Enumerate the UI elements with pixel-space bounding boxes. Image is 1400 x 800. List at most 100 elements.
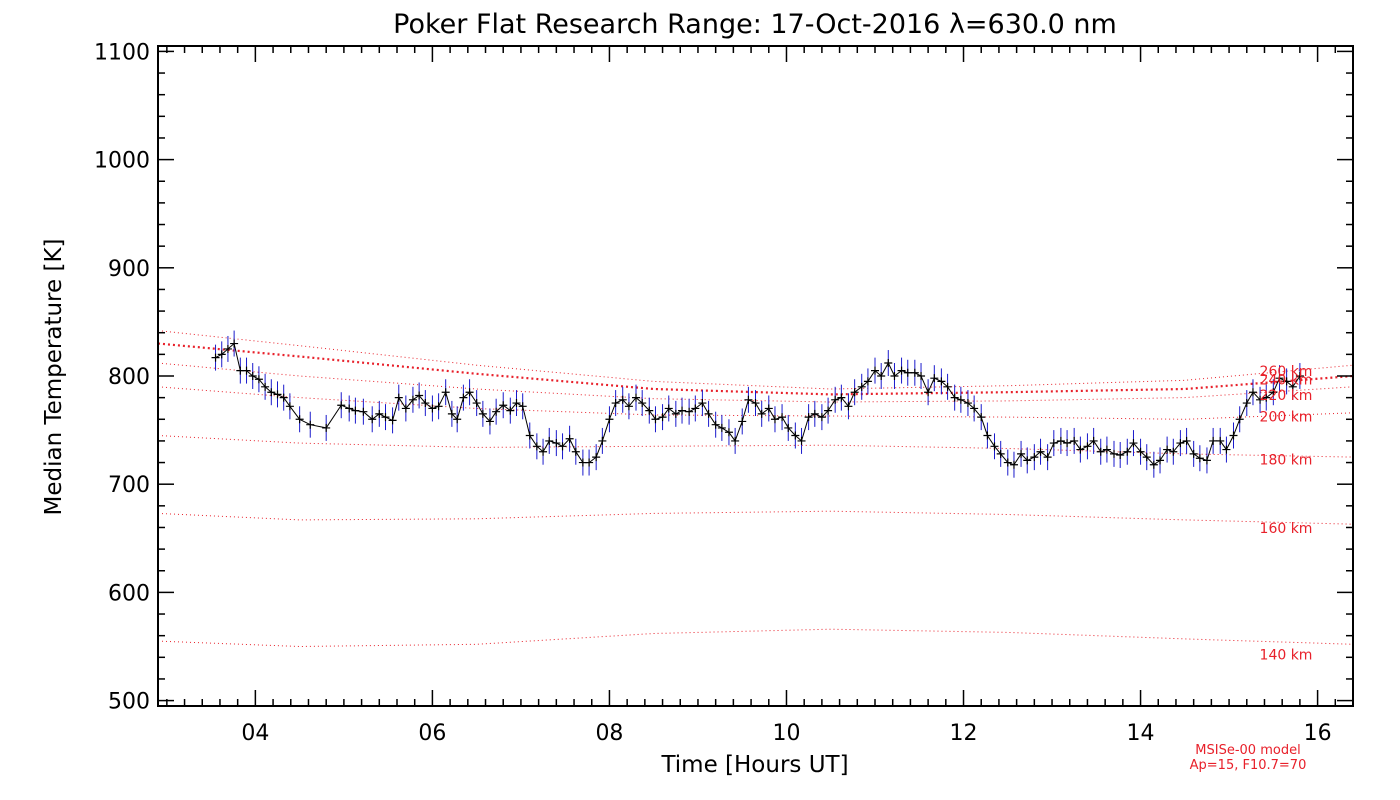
data-point	[375, 409, 384, 418]
data-point	[963, 399, 972, 408]
data-point	[1176, 439, 1185, 448]
data-point	[1136, 447, 1145, 456]
model-label-140km: 140 km	[1260, 648, 1313, 664]
data-point	[592, 453, 601, 462]
data-point	[837, 393, 846, 402]
measurement-series	[211, 339, 1304, 469]
data-point	[1182, 436, 1191, 445]
model-label-220km: 220 km	[1260, 388, 1313, 404]
data-point	[518, 402, 527, 411]
data-point	[850, 388, 859, 397]
data-point	[565, 434, 574, 443]
data-point	[1070, 436, 1079, 445]
data-point	[459, 393, 468, 402]
data-point	[671, 409, 680, 418]
data-point	[223, 344, 232, 353]
y-tick-label: 800	[108, 365, 150, 390]
data-point	[472, 399, 481, 408]
data-point	[1195, 454, 1204, 463]
data-point	[977, 413, 986, 422]
model-line-260km	[157, 330, 1354, 390]
data-point	[434, 402, 443, 411]
data-point	[857, 382, 866, 391]
data-point	[1242, 399, 1251, 408]
y-axis-label: Median Temperature [K]	[41, 239, 67, 516]
data-point	[512, 399, 521, 408]
data-point	[506, 406, 515, 415]
data-point	[1256, 395, 1265, 404]
data-point	[943, 382, 952, 391]
data-point	[248, 372, 257, 380]
x-tick-label: 10	[772, 721, 800, 746]
data-point	[230, 339, 239, 348]
data-point	[704, 409, 713, 418]
model-line-240km	[157, 342, 1354, 396]
data-point	[664, 404, 673, 413]
data-point	[1262, 393, 1271, 402]
data-point	[1156, 456, 1165, 465]
data-point	[717, 423, 726, 432]
data-point	[242, 366, 251, 375]
data-point	[1202, 456, 1211, 465]
data-point	[724, 428, 733, 437]
data-point	[685, 407, 694, 416]
data-point	[1017, 449, 1026, 458]
data-point	[831, 395, 840, 404]
data-point	[884, 359, 893, 368]
data-point	[784, 423, 793, 432]
model-line-180km	[157, 435, 1354, 458]
data-point	[1288, 382, 1297, 391]
y-tick-label: 700	[108, 473, 150, 498]
data-point	[817, 413, 826, 422]
data-point	[267, 388, 276, 397]
data-point	[751, 399, 760, 408]
data-point	[525, 431, 534, 440]
data-point	[903, 368, 912, 377]
data-point	[778, 413, 787, 422]
data-point	[970, 404, 979, 413]
data-point	[295, 415, 304, 424]
data-point	[1083, 442, 1092, 451]
data-point	[804, 413, 813, 422]
data-point	[990, 442, 999, 451]
data-point	[731, 436, 740, 445]
data-point	[273, 390, 282, 399]
model-label-240km: 240 km	[1260, 373, 1313, 389]
data-point	[764, 404, 773, 413]
data-point	[1063, 439, 1072, 448]
data-point	[877, 372, 886, 380]
data-point	[863, 377, 872, 386]
data-point	[956, 395, 965, 404]
data-point	[1009, 460, 1018, 469]
data-point	[618, 395, 627, 404]
data-point	[738, 417, 747, 426]
data-point	[368, 415, 377, 424]
model-label-180km: 180 km	[1260, 453, 1313, 469]
data-point	[810, 409, 819, 418]
data-point	[1049, 439, 1058, 448]
data-point	[844, 402, 853, 411]
data-point	[478, 409, 487, 418]
data-point	[1275, 374, 1284, 383]
data-point	[1036, 447, 1045, 456]
model-line-140km	[157, 628, 1354, 648]
model-label-160km: 160 km	[1260, 521, 1313, 537]
data-point	[306, 420, 315, 429]
data-point	[983, 431, 992, 440]
data-point	[394, 393, 403, 402]
data-point	[1096, 447, 1105, 456]
data-point	[532, 442, 541, 451]
data-point	[897, 366, 906, 375]
plot-frame	[157, 45, 1354, 707]
data-point	[1169, 447, 1178, 456]
data-point	[996, 449, 1005, 458]
x-tick-label: 12	[950, 721, 978, 746]
data-point	[691, 404, 700, 413]
data-point	[678, 406, 687, 415]
data-point	[711, 420, 720, 429]
data-point	[791, 431, 800, 440]
data-point	[605, 415, 614, 424]
data-point	[930, 374, 939, 383]
data-point	[645, 406, 654, 415]
